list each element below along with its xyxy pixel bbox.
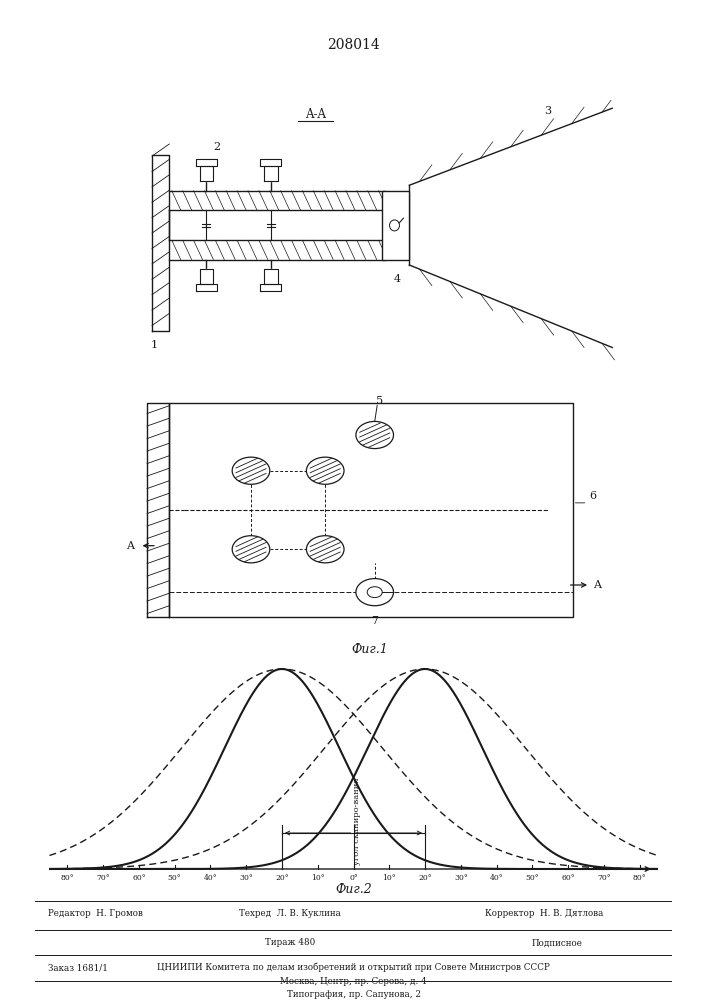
- Text: Подписное: Подписное: [532, 938, 583, 947]
- Text: 50°: 50°: [168, 874, 182, 882]
- Text: A: A: [126, 541, 134, 551]
- Text: 0°: 0°: [349, 874, 358, 882]
- Text: угол сканиро-вания: угол сканиро-вания: [353, 777, 361, 865]
- Circle shape: [356, 421, 394, 449]
- Text: 3: 3: [544, 106, 551, 116]
- Circle shape: [367, 587, 382, 598]
- Text: Корректор  Н. В. Дятлова: Корректор Н. В. Дятлова: [485, 909, 604, 918]
- Text: ЦНИИПИ Комитета по делам изобретений и открытий при Совете Министров СССР: ЦНИИПИ Комитета по делам изобретений и о…: [157, 963, 550, 972]
- Text: 6: 6: [589, 491, 596, 501]
- Circle shape: [232, 536, 270, 563]
- Text: Фиг.1: Фиг.1: [351, 643, 388, 656]
- Text: 208014: 208014: [327, 38, 380, 52]
- Text: 50°: 50°: [525, 874, 539, 882]
- Circle shape: [306, 536, 344, 563]
- Polygon shape: [264, 166, 278, 181]
- Text: 2: 2: [213, 141, 220, 151]
- Text: Редактор  Н. Громов: Редактор Н. Громов: [48, 909, 143, 918]
- Text: 1: 1: [151, 340, 158, 350]
- Text: 30°: 30°: [240, 874, 253, 882]
- Polygon shape: [199, 166, 214, 181]
- Text: Заказ 1681/1: Заказ 1681/1: [48, 963, 108, 972]
- Bar: [382, 191, 409, 259]
- Polygon shape: [199, 269, 214, 284]
- Text: 80°: 80°: [633, 874, 646, 882]
- Text: 70°: 70°: [597, 874, 611, 882]
- Text: 20°: 20°: [419, 874, 432, 882]
- Text: 40°: 40°: [490, 874, 503, 882]
- Circle shape: [390, 220, 399, 231]
- Text: Типография, пр. Сапунова, 2: Типография, пр. Сапунова, 2: [286, 990, 421, 999]
- Text: 5: 5: [376, 396, 383, 406]
- Polygon shape: [260, 284, 281, 291]
- Text: 7: 7: [371, 616, 378, 626]
- Circle shape: [306, 457, 344, 484]
- Text: Москва, Центр, пр. Серова, д. 4: Москва, Центр, пр. Серова, д. 4: [280, 977, 427, 986]
- Polygon shape: [196, 284, 217, 291]
- Text: 60°: 60°: [561, 874, 575, 882]
- Text: Фиг.2: Фиг.2: [335, 883, 372, 896]
- Polygon shape: [147, 403, 170, 617]
- Circle shape: [356, 579, 394, 606]
- Text: 80°: 80°: [61, 874, 74, 882]
- Polygon shape: [170, 240, 385, 259]
- Text: 70°: 70°: [96, 874, 110, 882]
- Polygon shape: [170, 191, 385, 210]
- Text: 10°: 10°: [382, 874, 396, 882]
- Text: 40°: 40°: [204, 874, 217, 882]
- Polygon shape: [264, 269, 278, 284]
- Text: 10°: 10°: [311, 874, 325, 882]
- Text: A: A: [593, 580, 602, 590]
- Text: A-A: A-A: [305, 108, 326, 121]
- Text: Тираж 480: Тираж 480: [264, 938, 315, 947]
- Text: 4: 4: [393, 273, 401, 284]
- Polygon shape: [152, 155, 170, 331]
- Polygon shape: [260, 159, 281, 166]
- Text: 20°: 20°: [275, 874, 288, 882]
- Text: Техред  Л. В. Куклина: Техред Л. В. Куклина: [239, 909, 341, 918]
- Circle shape: [232, 457, 270, 484]
- Text: 30°: 30°: [454, 874, 467, 882]
- Polygon shape: [196, 159, 217, 166]
- Text: 60°: 60°: [132, 874, 146, 882]
